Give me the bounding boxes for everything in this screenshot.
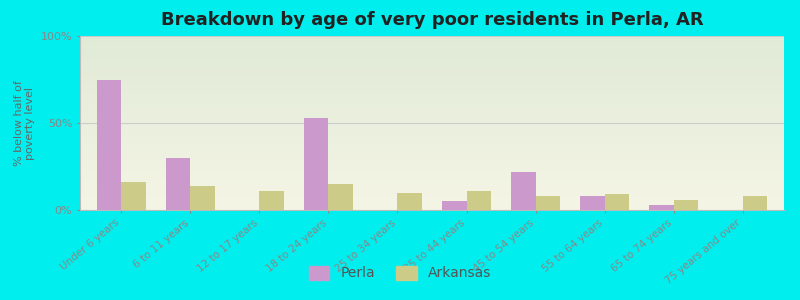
Title: Breakdown by age of very poor residents in Perla, AR: Breakdown by age of very poor residents … (161, 11, 703, 29)
Bar (535, 196, 560, 210)
Bar (329, 184, 353, 210)
Legend: Perla, Arkansas: Perla, Arkansas (309, 266, 491, 280)
Bar (650, 205, 674, 210)
Bar (190, 186, 214, 210)
Bar (398, 193, 422, 210)
Bar (605, 194, 629, 210)
Y-axis label: % below half of
poverty level: % below half of poverty level (14, 80, 35, 166)
Bar (742, 196, 766, 210)
Bar (122, 182, 146, 210)
Bar (511, 172, 535, 210)
Bar (674, 200, 698, 210)
Bar (304, 118, 329, 210)
Bar (580, 196, 605, 210)
Bar (466, 191, 490, 210)
Bar (98, 80, 122, 210)
Bar (259, 191, 284, 210)
Bar (166, 158, 190, 210)
Bar (442, 201, 466, 210)
